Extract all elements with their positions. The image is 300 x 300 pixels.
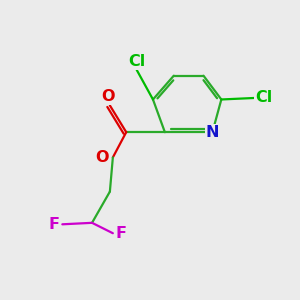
Text: O: O — [102, 89, 115, 104]
Text: Cl: Cl — [128, 54, 145, 69]
Text: Cl: Cl — [255, 91, 272, 106]
Text: N: N — [206, 125, 219, 140]
Text: F: F — [116, 226, 127, 241]
Text: O: O — [96, 150, 109, 165]
Text: F: F — [49, 217, 59, 232]
